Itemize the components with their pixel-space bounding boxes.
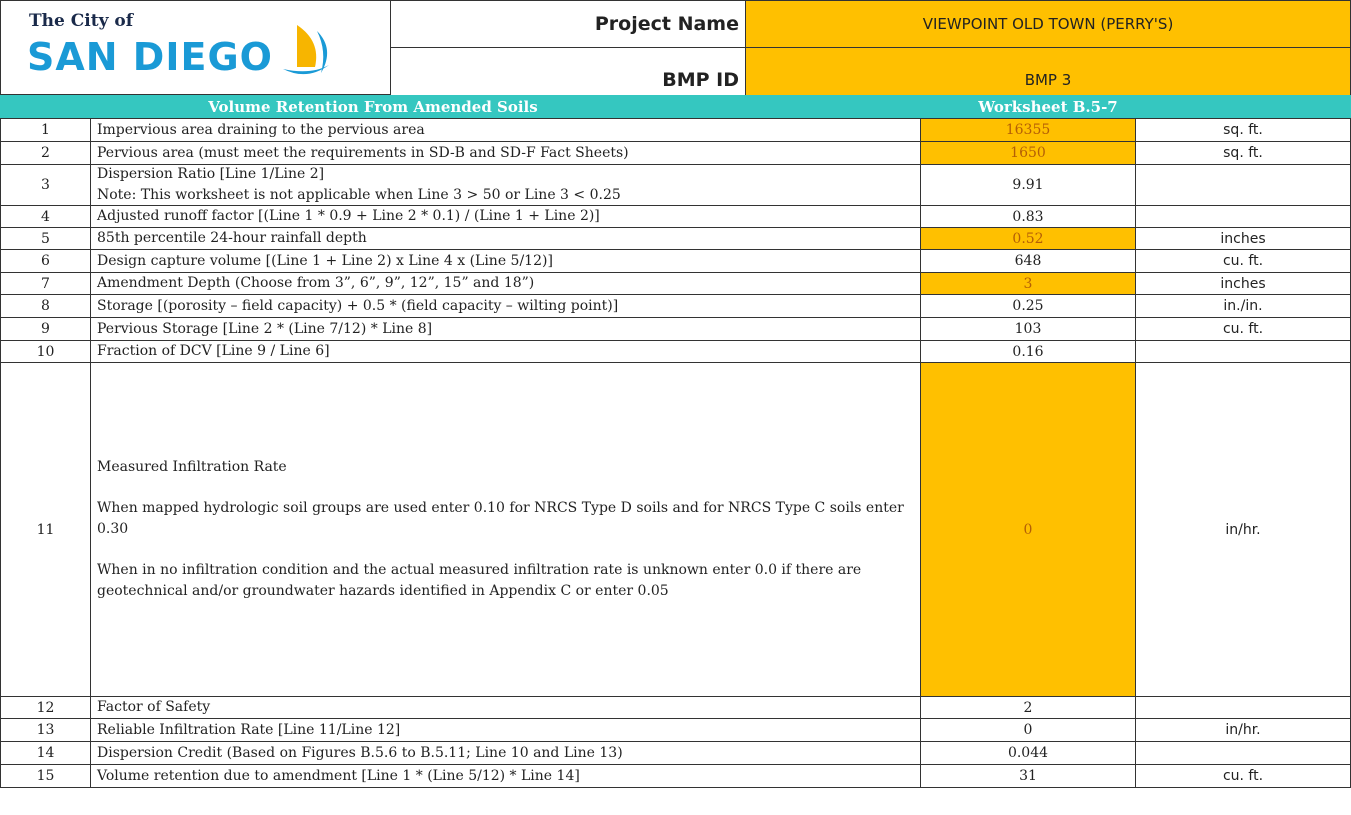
- description-line: 85th percentile 24-hour rainfall depth: [97, 230, 367, 246]
- row-unit: in/hr.: [1135, 362, 1351, 697]
- row-unit: in/hr.: [1135, 718, 1351, 742]
- row-description: Factor of Safety: [90, 696, 921, 719]
- section-title: Volume Retention From Amended Soils: [0, 95, 746, 119]
- description-line: Pervious Storage [Line 2 * (Line 7/12) *…: [97, 320, 433, 337]
- row-description: Amendment Depth (Choose from 3”, 6”, 9”,…: [90, 272, 921, 295]
- description-paragraph: Measured Infiltration Rate: [97, 459, 287, 475]
- row-number: 4: [0, 205, 91, 228]
- row-unit: [1135, 205, 1351, 228]
- description-line: Pervious area (must meet the requirement…: [97, 144, 629, 161]
- row-number: 1: [0, 118, 91, 142]
- row-number: 9: [0, 317, 91, 341]
- row-value: 103: [920, 317, 1136, 341]
- row-number: 2: [0, 141, 91, 165]
- row-value: 0.25: [920, 294, 1136, 318]
- row-value: 31: [920, 764, 1136, 788]
- description-line: Factor of Safety: [97, 699, 211, 715]
- description-line: Dispersion Ratio [Line 1/Line 2]: [97, 166, 325, 182]
- row-description: Design capture volume [(Line 1 + Line 2)…: [90, 249, 921, 273]
- row-unit: sq. ft.: [1135, 118, 1351, 142]
- row-value: 0: [920, 718, 1136, 742]
- worksheet-id: Worksheet B.5-7: [745, 95, 1351, 119]
- row-unit: in./in.: [1135, 294, 1351, 318]
- row-number: 15: [0, 764, 91, 788]
- row-unit: cu. ft.: [1135, 249, 1351, 273]
- row-value: 0.83: [920, 205, 1136, 228]
- row-value: 3: [920, 272, 1136, 295]
- row-description: 85th percentile 24-hour rainfall depth: [90, 227, 921, 250]
- row-value: 1650: [920, 141, 1136, 165]
- row-unit: sq. ft.: [1135, 141, 1351, 165]
- description-line: Fraction of DCV [Line 9 / Line 6]: [97, 343, 330, 359]
- row-description: Pervious area (must meet the requirement…: [90, 141, 921, 165]
- row-unit: cu. ft.: [1135, 764, 1351, 788]
- row-number: 3: [0, 164, 91, 206]
- row-number: 6: [0, 249, 91, 273]
- row-description: Measured Infiltration Rate When mapped hy…: [90, 362, 921, 697]
- description-line: Note: This worksheet is not applicable w…: [97, 187, 621, 203]
- row-value: 0.044: [920, 741, 1136, 765]
- row-value: 16355: [920, 118, 1136, 142]
- row-number: 5: [0, 227, 91, 250]
- row-unit: [1135, 164, 1351, 206]
- description-line: Adjusted runoff factor [(Line 1 * 0.9 + …: [97, 208, 600, 224]
- row-value: 0: [920, 362, 1136, 697]
- row-description: Dispersion Credit (Based on Figures B.5.…: [90, 741, 921, 765]
- bmp-value: BMP 3: [745, 47, 1351, 96]
- row-value: 0.16: [920, 340, 1136, 363]
- bmp-label: BMP ID: [390, 47, 746, 96]
- row-description: Volume retention due to amendment [Line …: [90, 764, 921, 788]
- logo-sail: [283, 25, 329, 75]
- row-description: Adjusted runoff factor [(Line 1 * 0.9 + …: [90, 205, 921, 228]
- row-description: Pervious Storage [Line 2 * (Line 7/12) *…: [90, 317, 921, 341]
- project-value: VIEWPOINT OLD TOWN (PERRY'S): [745, 0, 1351, 48]
- row-description: Reliable Infiltration Rate [Line 11/Line…: [90, 718, 921, 742]
- logo-line2: SAN DIEGO: [27, 35, 273, 79]
- row-unit: cu. ft.: [1135, 317, 1351, 341]
- row-number: 8: [0, 294, 91, 318]
- row-number: 13: [0, 718, 91, 742]
- row-description: Dispersion Ratio [Line 1/Line 2] Note: Th…: [90, 164, 921, 206]
- description-line: Volume retention due to amendment [Line …: [97, 767, 580, 784]
- description-paragraph: When mapped hydrologic soil groups are u…: [97, 500, 904, 537]
- description-line: Dispersion Credit (Based on Figures B.5.…: [97, 744, 623, 761]
- description-line: Impervious area draining to the pervious…: [97, 121, 425, 138]
- row-description: Impervious area draining to the pervious…: [90, 118, 921, 142]
- row-unit: inches: [1135, 272, 1351, 295]
- row-unit: [1135, 696, 1351, 719]
- row-value: 9.91: [920, 164, 1136, 206]
- row-description: Fraction of DCV [Line 9 / Line 6]: [90, 340, 921, 363]
- logo-line1: The City of: [29, 11, 134, 31]
- row-unit: [1135, 741, 1351, 765]
- description-line: Reliable Infiltration Rate [Line 11/Line…: [97, 721, 401, 738]
- row-value: 648: [920, 249, 1136, 273]
- row-unit: inches: [1135, 227, 1351, 250]
- row-value: 0.52: [920, 227, 1136, 250]
- row-number: 14: [0, 741, 91, 765]
- row-number: 12: [0, 696, 91, 719]
- row-description: Storage [(porosity – field capacity) + 0…: [90, 294, 921, 318]
- logo-cell: The City of SAN DIEGO: [0, 0, 391, 95]
- description-line: Amendment Depth (Choose from 3”, 6”, 9”,…: [97, 275, 535, 291]
- row-value: 2: [920, 696, 1136, 719]
- description-line: Design capture volume [(Line 1 + Line 2)…: [97, 252, 553, 269]
- row-number: 11: [0, 362, 91, 697]
- row-number: 10: [0, 340, 91, 363]
- project-label: Project Name: [390, 0, 746, 48]
- description-paragraph: When in no infiltration condition and th…: [97, 562, 862, 599]
- description-line: Storage [(porosity – field capacity) + 0…: [97, 297, 619, 314]
- row-unit: [1135, 340, 1351, 363]
- row-number: 7: [0, 272, 91, 295]
